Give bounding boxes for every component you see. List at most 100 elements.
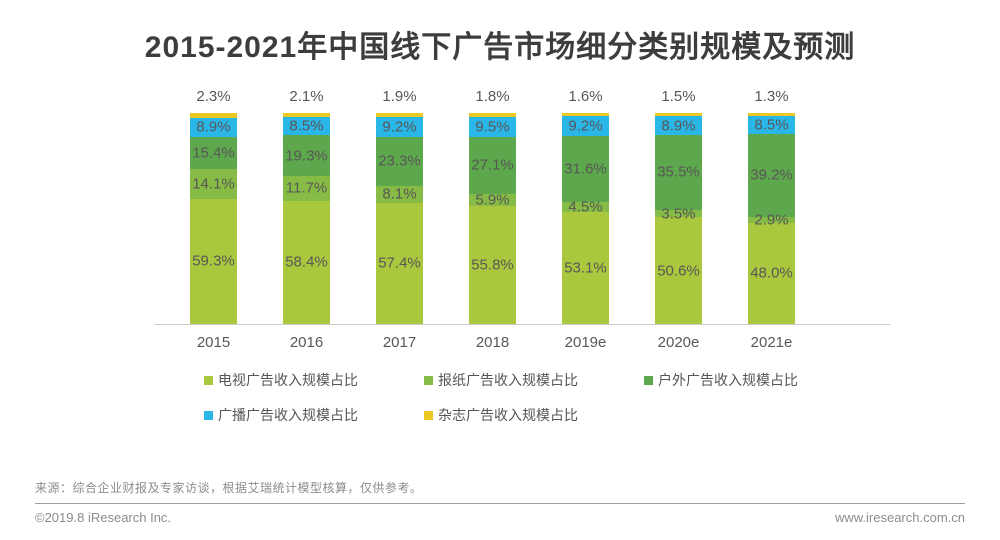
segment-value-label: 58.4% bbox=[285, 253, 328, 271]
bar-segment: 27.1% bbox=[469, 136, 516, 194]
segment-value-label: 50.6% bbox=[657, 262, 700, 280]
segment-value-label: 5.9% bbox=[475, 191, 510, 209]
stacked-bar: 58.4% 11.7% 19.3% 8.5% bbox=[283, 113, 330, 324]
segment-value-label: 8.9% bbox=[196, 118, 231, 136]
source-note: 来源：综合企业财报及专家访谈，根据艾瑞统计模型核算，仅供参考。 bbox=[35, 481, 423, 495]
segment-value-label: 9.2% bbox=[382, 118, 417, 136]
segment-value-label: 31.6% bbox=[564, 160, 607, 178]
stacked-bar: 57.4% 8.1% 23.3% 9.2% bbox=[376, 113, 423, 324]
x-axis-label: 2017 bbox=[382, 334, 417, 351]
bar-segment bbox=[562, 113, 609, 117]
copyright: ©2019.8 iResearch Inc. bbox=[35, 510, 172, 525]
bar-segment bbox=[376, 113, 423, 118]
bar-segment: 35.5% bbox=[655, 134, 702, 210]
legend-swatch-icon bbox=[424, 375, 433, 385]
bar-segment: 39.2% bbox=[748, 133, 795, 217]
bar-segment: 58.4% bbox=[283, 200, 330, 324]
segment-value-label: 11.7% bbox=[285, 179, 328, 197]
bar-segment bbox=[190, 113, 237, 118]
bar-segment: 9.2% bbox=[376, 117, 423, 137]
bar-segment: 57.4% bbox=[376, 202, 423, 324]
magazine-share-top-label: 1.6% bbox=[568, 88, 603, 105]
legend-label: 电视广告收入规模占比 bbox=[218, 372, 358, 388]
chart-title: 2015-2021年中国线下广告市场细分类别规模及预测 bbox=[144, 31, 856, 64]
bar-segment: 8.5% bbox=[748, 116, 795, 134]
legend-label: 户外广告收入规模占比 bbox=[658, 372, 798, 388]
bar-segment: 55.8% bbox=[469, 206, 516, 324]
bar-segment: 50.6% bbox=[655, 217, 702, 324]
x-axis-label: 2021e bbox=[750, 334, 793, 351]
bar-segment: 31.6% bbox=[562, 135, 609, 203]
bar-column-2017: 1.9% 57.4% 8.1% 23.3% 9.2% bbox=[353, 88, 446, 324]
magazine-share-top-label: 1.8% bbox=[475, 88, 510, 105]
stacked-bar: 53.1% 4.5% 31.6% 9.2% bbox=[562, 113, 609, 324]
legend-item: 杂志广告收入规模占比 bbox=[424, 405, 644, 425]
bar-segment bbox=[469, 113, 516, 117]
bar-segment: 4.5% bbox=[562, 200, 609, 215]
bar-segment: 8.1% bbox=[376, 185, 423, 203]
legend-label: 杂志广告收入规模占比 bbox=[438, 407, 578, 423]
segment-value-label: 27.1% bbox=[471, 156, 514, 174]
bar-column-2018: 1.8% 55.8% 5.9% 27.1% 9.5% bbox=[446, 88, 539, 324]
bar-column-2019e: 1.6% 53.1% 4.5% 31.6% 9.2% bbox=[539, 88, 632, 324]
stacked-bar: 50.6% 3.5% 35.5% 8.9% bbox=[655, 113, 702, 324]
legend-swatch-icon bbox=[204, 375, 213, 385]
segment-value-label: 57.4% bbox=[378, 254, 421, 272]
stacked-bar: 48.0% 2.9% 39.2% 8.5% bbox=[748, 113, 795, 324]
segment-value-label: 4.5% bbox=[568, 198, 603, 216]
bar-segment: 15.4% bbox=[190, 136, 237, 170]
bar-segment: 14.1% bbox=[190, 169, 237, 199]
legend-label: 广播广告收入规模占比 bbox=[218, 407, 358, 423]
segment-value-label: 14.1% bbox=[192, 175, 235, 193]
segment-value-label: 15.4% bbox=[192, 144, 235, 162]
legend-swatch-icon bbox=[644, 375, 653, 385]
magazine-share-top-label: 2.1% bbox=[289, 88, 324, 105]
bar-column-2020e: 1.5% 50.6% 3.5% 35.5% 8.9% bbox=[632, 88, 725, 324]
legend-swatch-icon bbox=[204, 410, 213, 420]
segment-value-label: 8.5% bbox=[289, 117, 324, 135]
legend-item: 报纸广告收入规模占比 bbox=[424, 370, 644, 390]
bar-segment: 2.9% bbox=[748, 212, 795, 227]
segment-value-label: 8.1% bbox=[382, 185, 417, 203]
bar-segment: 19.3% bbox=[283, 135, 330, 177]
stacked-bar: 59.3% 14.1% 15.4% 8.9% bbox=[190, 113, 237, 324]
bar-segment bbox=[748, 113, 795, 116]
bar-column-2021e: 1.3% 48.0% 2.9% 39.2% 8.5% bbox=[725, 88, 818, 324]
x-axis-label: 2015 bbox=[196, 334, 231, 351]
plot-area: 2.3% 59.3% 14.1% 15.4% 8.9% 2.1% 58.4% 11.7% 19.… bbox=[155, 88, 890, 351]
bars-group: 2.3% 59.3% 14.1% 15.4% 8.9% 2.1% 58.4% 11.7% 19.… bbox=[167, 88, 818, 324]
segment-value-label: 59.3% bbox=[192, 252, 235, 270]
segment-value-label: 35.5% bbox=[657, 163, 700, 181]
x-axis-label: 2019e bbox=[564, 334, 607, 351]
magazine-share-top-label: 1.9% bbox=[382, 88, 417, 105]
segment-value-label: 53.1% bbox=[564, 259, 607, 277]
segment-value-label: 23.3% bbox=[378, 152, 421, 170]
magazine-share-top-label: 1.3% bbox=[754, 88, 789, 105]
x-axis-labels: 2015 2016 2017 2018 2019e 2020e 2021e bbox=[167, 334, 818, 351]
bar-segment bbox=[283, 113, 330, 118]
x-axis-line bbox=[155, 324, 890, 325]
stacked-bar: 55.8% 5.9% 27.1% 9.5% bbox=[469, 113, 516, 324]
bar-segment: 8.9% bbox=[190, 117, 237, 137]
segment-value-label: 39.2% bbox=[750, 166, 793, 184]
segment-value-label: 19.3% bbox=[285, 147, 328, 165]
segment-value-label: 9.5% bbox=[475, 118, 510, 136]
segment-value-label: 48.0% bbox=[750, 264, 793, 282]
bar-segment: 9.2% bbox=[562, 116, 609, 136]
x-axis-label: 2016 bbox=[289, 334, 324, 351]
segment-value-label: 55.8% bbox=[471, 256, 514, 274]
bar-segment: 11.7% bbox=[283, 176, 330, 201]
bar-segment: 3.5% bbox=[655, 206, 702, 221]
footer-row: ©2019.8 iResearch Inc. www.iresearch.com… bbox=[35, 510, 965, 525]
x-axis-label: 2018 bbox=[475, 334, 510, 351]
bar-segment: 53.1% bbox=[562, 211, 609, 324]
segment-value-label: 8.9% bbox=[661, 117, 696, 135]
segment-value-label: 3.5% bbox=[661, 205, 696, 223]
bar-segment: 48.0% bbox=[748, 222, 795, 324]
footer-divider bbox=[35, 503, 965, 504]
website-link[interactable]: www.iresearch.com.cn bbox=[834, 510, 965, 525]
bar-segment: 9.5% bbox=[469, 116, 516, 137]
bar-column-2016: 2.1% 58.4% 11.7% 19.3% 8.5% bbox=[260, 88, 353, 324]
bar-segment bbox=[655, 113, 702, 117]
